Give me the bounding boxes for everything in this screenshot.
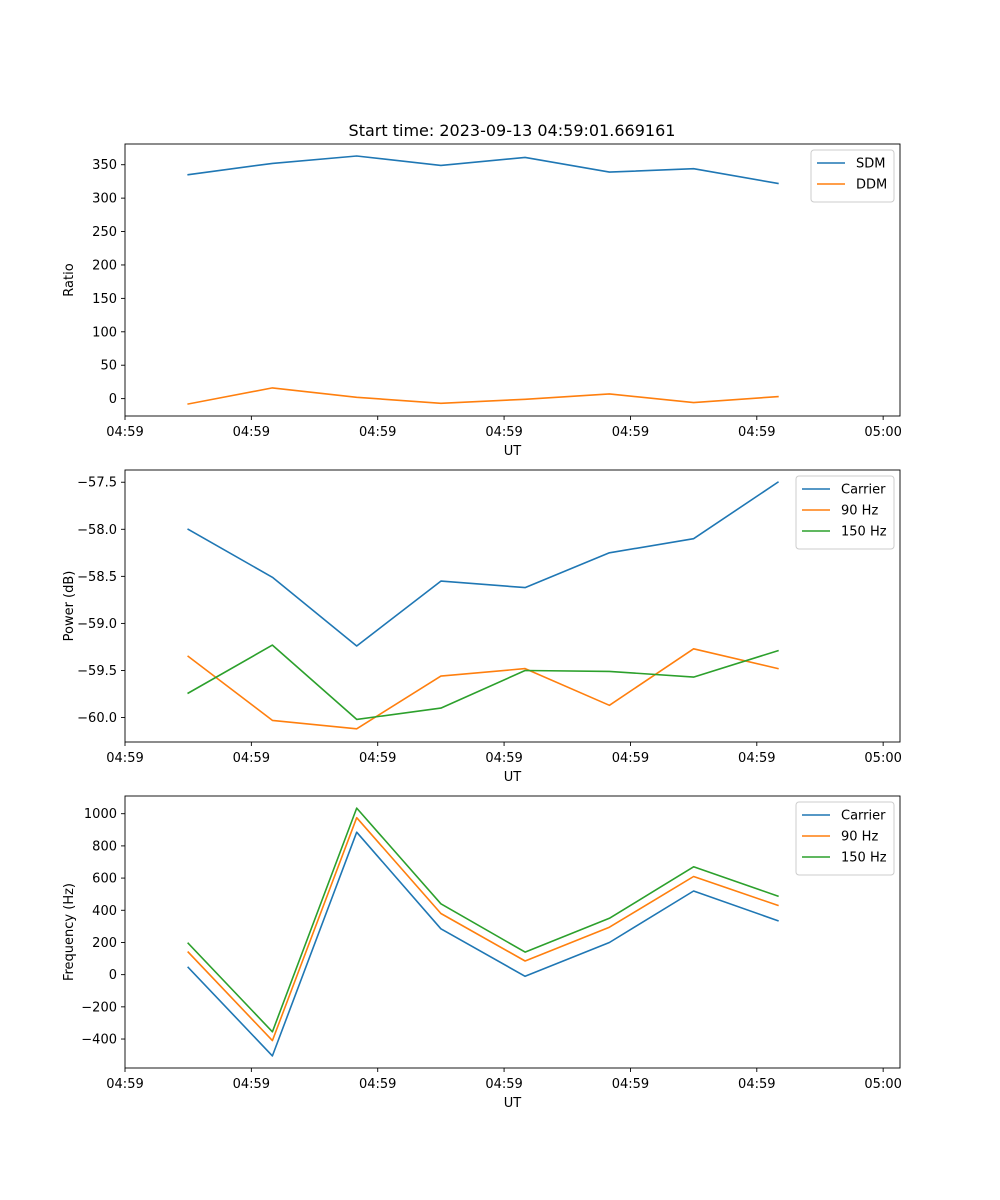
power-x-tick-label: 04:59 bbox=[738, 751, 775, 766]
frequency-x-tick-label: 04:59 bbox=[612, 1077, 649, 1092]
frequency-legend-label: 150 Hz bbox=[841, 851, 887, 866]
frequency-y-tick-label: −200 bbox=[81, 1000, 117, 1015]
frequency-x-tick-label: 04:59 bbox=[359, 1077, 396, 1092]
ratio-x-tick-label: 04:59 bbox=[485, 425, 522, 440]
power-legend-label: 90 Hz bbox=[841, 504, 878, 519]
frequency-panel: 04:59 04:59 04:59 04:59 04:59 04:59 05:00 −400 −… bbox=[62, 795, 902, 1111]
ratio-panel: 04:59 04:59 04:59 04:59 04:59 04:59 05:00 0 50 10… bbox=[62, 143, 902, 459]
ratio-x-tick-label: 04:59 bbox=[233, 425, 270, 440]
ratio-y-tick-label: 0 bbox=[109, 392, 117, 407]
ratio-y-axis-label: Ratio bbox=[62, 263, 77, 296]
ratio-axes-frame bbox=[124, 143, 901, 417]
power-y-tick-label: −58.5 bbox=[77, 570, 117, 585]
frequency-y-tick-label: 600 bbox=[92, 872, 117, 887]
frequency-y-tick-label: 200 bbox=[92, 936, 117, 951]
power-y-tick-label: −59.0 bbox=[77, 617, 117, 632]
frequency-x-axis-label: UT bbox=[504, 1096, 522, 1111]
power-y-tick-label: −57.5 bbox=[77, 476, 117, 491]
ratio-x-tick-label: 05:00 bbox=[864, 425, 901, 440]
frequency-legend: Carrier 90 Hz 150 Hz bbox=[795, 801, 895, 876]
ratio-y-tick-label: 50 bbox=[100, 359, 117, 374]
frequency-series-90-hz-line bbox=[187, 816, 779, 1042]
frequency-x-tick-label: 04:59 bbox=[738, 1077, 775, 1092]
frequency-y-tick-label: 800 bbox=[92, 839, 117, 854]
frequency-series-carrier-line bbox=[187, 831, 779, 1057]
power-legend-label: Carrier bbox=[841, 483, 886, 498]
frequency-series-150-hz-line bbox=[187, 807, 779, 1033]
power-x-tick-label: 05:00 bbox=[864, 751, 901, 766]
ratio-x-tick-label: 04:59 bbox=[738, 425, 775, 440]
ratio-y-tick-label: 200 bbox=[92, 258, 117, 273]
ratio-series-ddm-line bbox=[187, 387, 779, 405]
power-x-tick-label: 04:59 bbox=[485, 751, 522, 766]
power-y-tick-label: −58.0 bbox=[77, 523, 117, 538]
power-series-90-hz-line bbox=[187, 647, 779, 730]
ratio-y-tick-label: 350 bbox=[92, 158, 117, 173]
power-x-tick-label: 04:59 bbox=[106, 751, 143, 766]
power-x-tick-label: 04:59 bbox=[612, 751, 649, 766]
ratio-legend: SDM DDM bbox=[810, 149, 895, 203]
ratio-series-sdm-line bbox=[187, 155, 779, 185]
frequency-axes-frame bbox=[124, 795, 901, 1069]
frequency-legend-label: 90 Hz bbox=[841, 830, 878, 845]
power-series-carrier-line bbox=[187, 481, 780, 647]
frequency-y-tick-label: −400 bbox=[81, 1033, 117, 1048]
frequency-y-axis-label: Frequency (Hz) bbox=[62, 883, 77, 981]
power-y-tick-label: −60.0 bbox=[77, 711, 117, 726]
power-x-tick-label: 04:59 bbox=[359, 751, 396, 766]
frequency-x-tick-label: 04:59 bbox=[233, 1077, 270, 1092]
ratio-legend-label: DDM bbox=[856, 178, 887, 193]
ratio-x-tick-label: 04:59 bbox=[106, 425, 143, 440]
frequency-x-tick-label: 05:00 bbox=[864, 1077, 901, 1092]
power-panel: 04:59 04:59 04:59 04:59 04:59 04:59 05:00 −60.0… bbox=[62, 469, 902, 785]
ratio-y-tick-label: 150 bbox=[92, 292, 117, 307]
figure-title: Start time: 2023-09-13 04:59:01.669161 bbox=[349, 121, 676, 140]
frequency-y-tick-label: 1000 bbox=[84, 807, 117, 822]
ratio-legend-label: SDM bbox=[856, 157, 885, 172]
ratio-x-tick-label: 04:59 bbox=[359, 425, 396, 440]
power-y-axis-label: Power (dB) bbox=[62, 571, 77, 642]
power-legend: Carrier 90 Hz 150 Hz bbox=[795, 475, 895, 550]
frequency-y-tick-label: 0 bbox=[109, 968, 117, 983]
ratio-y-tick-label: 250 bbox=[92, 225, 117, 240]
power-x-tick-label: 04:59 bbox=[233, 751, 270, 766]
power-y-tick-label: −59.5 bbox=[77, 664, 117, 679]
frequency-y-tick-label: 400 bbox=[92, 904, 117, 919]
frequency-x-tick-label: 04:59 bbox=[106, 1077, 143, 1092]
ratio-x-axis-label: UT bbox=[504, 444, 522, 459]
power-series-150-hz-line bbox=[187, 644, 779, 721]
ratio-y-tick-label: 100 bbox=[92, 325, 117, 340]
ratio-y-tick-label: 300 bbox=[92, 192, 117, 207]
frequency-legend-label: Carrier bbox=[841, 809, 886, 824]
power-x-axis-label: UT bbox=[504, 770, 522, 785]
power-axes-frame bbox=[124, 469, 901, 743]
power-legend-label: 150 Hz bbox=[841, 525, 887, 540]
ratio-x-tick-label: 04:59 bbox=[612, 425, 649, 440]
frequency-x-tick-label: 04:59 bbox=[485, 1077, 522, 1092]
